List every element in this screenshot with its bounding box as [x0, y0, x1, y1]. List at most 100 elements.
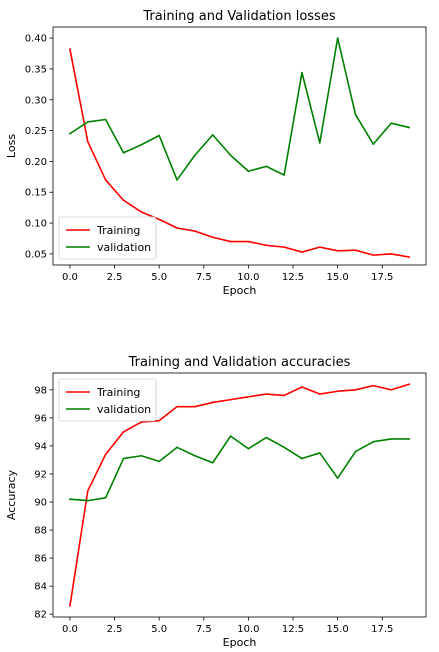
accuracy-chart: 0.0 2.5 5.0 7.5 10.0 12.5 15.0 17.5 82 84 86 88 90 92…: [5, 355, 426, 649]
data-point: [158, 461, 160, 463]
y-tick-label: 0.05: [25, 249, 47, 260]
x-tick-label: 10.0: [237, 624, 259, 635]
y-tick-label: 0.40: [25, 34, 47, 45]
data-point: [373, 385, 375, 387]
data-point: [301, 251, 303, 253]
data-point: [141, 421, 143, 423]
data-point: [283, 246, 285, 248]
data-point: [212, 236, 214, 238]
x-tick-label: 0.0: [62, 272, 78, 283]
data-point: [283, 447, 285, 449]
legend-label: validation: [97, 403, 151, 416]
data-point: [194, 154, 196, 156]
data-point: [194, 406, 196, 408]
data-point: [158, 420, 160, 422]
y-axis-label: Accuracy: [5, 469, 18, 520]
data-point: [69, 133, 71, 135]
data-point: [87, 490, 89, 492]
data-point: [105, 454, 107, 456]
y-tick-label: 96: [34, 413, 47, 424]
y-tick-label: 0.15: [25, 188, 47, 199]
data-point: [123, 431, 125, 433]
x-tick-label: 5.0: [151, 272, 167, 283]
x-tick-label: 15.0: [327, 272, 349, 283]
legend: Training validation: [59, 379, 156, 421]
data-point: [355, 451, 357, 453]
y-tick-label: 90: [34, 498, 47, 509]
data-point: [265, 393, 267, 395]
data-point: [248, 396, 250, 398]
data-point: [176, 227, 178, 229]
y-tick-label: 0.25: [25, 126, 47, 137]
data-point: [337, 390, 339, 392]
chart-title: Training and Validation accuracies: [128, 355, 351, 370]
data-point: [176, 406, 178, 408]
x-tick-label: 15.0: [327, 624, 349, 635]
data-point: [283, 395, 285, 397]
data-point: [123, 199, 125, 201]
y-tick-label: 94: [34, 441, 47, 452]
chart-title: Training and Validation losses: [142, 9, 335, 24]
legend-label: validation: [97, 241, 151, 254]
y-tick-label: 92: [34, 469, 47, 480]
x-tick-label: 17.5: [371, 624, 393, 635]
x-tick-label: 0.0: [62, 624, 78, 635]
y-tick-label: 0.10: [25, 219, 47, 230]
data-point: [141, 211, 143, 213]
y-tick-label: 84: [34, 582, 47, 593]
data-point: [408, 256, 410, 258]
data-point: [230, 435, 232, 437]
data-point: [176, 447, 178, 449]
x-tick-label: 2.5: [107, 272, 123, 283]
y-tick-label: 98: [34, 385, 47, 396]
data-point: [230, 399, 232, 401]
data-point: [194, 230, 196, 232]
data-point: [390, 122, 392, 124]
data-point: [265, 166, 267, 168]
data-point: [408, 127, 410, 129]
y-tick-label: 0.30: [25, 95, 47, 106]
data-point: [355, 249, 357, 251]
data-point: [212, 134, 214, 136]
data-point: [337, 250, 339, 252]
data-point: [265, 244, 267, 246]
data-point: [69, 605, 71, 607]
data-point: [319, 452, 321, 454]
data-point: [105, 497, 107, 499]
y-axis-label: Loss: [5, 134, 18, 158]
data-point: [87, 141, 89, 143]
data-point: [301, 72, 303, 74]
data-point: [158, 135, 160, 137]
data-point: [105, 119, 107, 121]
data-point: [212, 462, 214, 464]
data-point: [69, 498, 71, 500]
data-point: [230, 241, 232, 243]
y-tick-label: 82: [34, 610, 47, 621]
legend-label: Training: [96, 386, 140, 399]
data-point: [248, 170, 250, 172]
legend: Training validation: [59, 217, 156, 259]
data-point: [301, 458, 303, 460]
data-point: [408, 438, 410, 440]
data-point: [319, 142, 321, 144]
data-point: [265, 437, 267, 439]
data-point: [355, 114, 357, 116]
y-tick-label: 0.35: [25, 64, 47, 75]
x-axis-label: Epoch: [223, 284, 257, 297]
data-point: [337, 37, 339, 39]
x-tick-label: 17.5: [371, 272, 393, 283]
data-point: [87, 500, 89, 502]
series-line-validation: [70, 38, 409, 180]
y-tick-label: 86: [34, 554, 47, 565]
data-point: [141, 455, 143, 457]
data-point: [373, 254, 375, 256]
y-tick-label: 0.20: [25, 157, 47, 168]
x-axis-label: Epoch: [223, 636, 257, 649]
data-point: [337, 477, 339, 479]
data-point: [141, 144, 143, 146]
data-point: [194, 455, 196, 457]
x-tick-label: 10.0: [237, 272, 259, 283]
legend-label: Training: [96, 224, 140, 237]
data-point: [408, 383, 410, 385]
